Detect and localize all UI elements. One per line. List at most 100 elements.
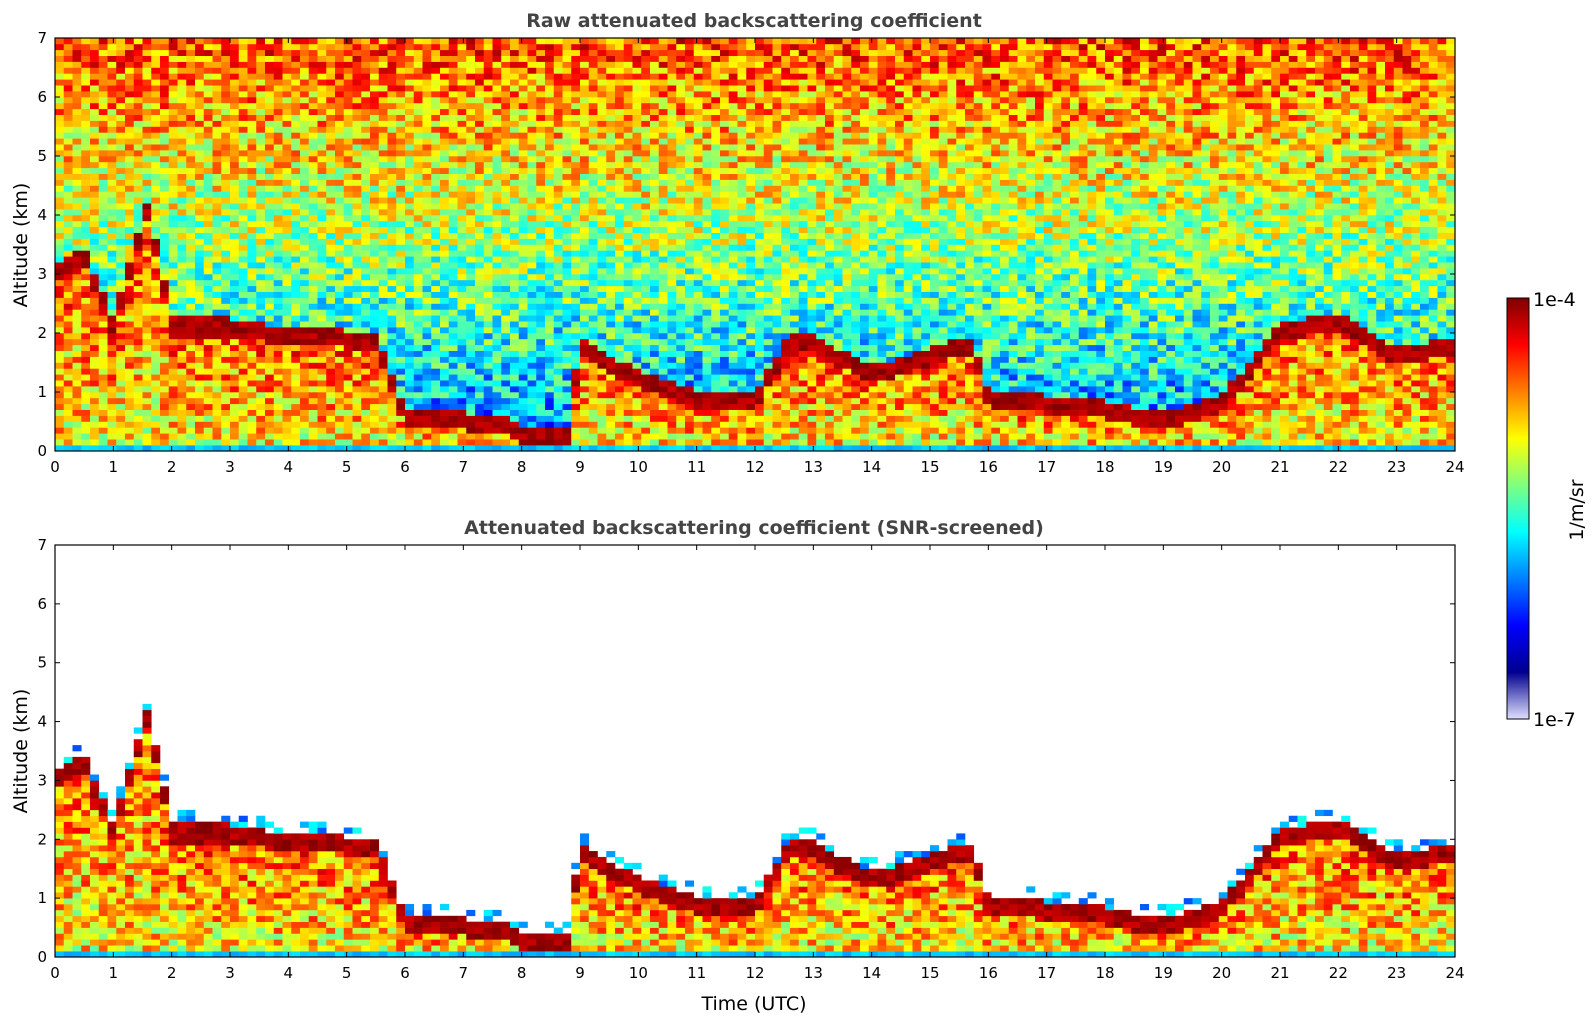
heatmap-cell: [650, 274, 660, 281]
heatmap-cell: [448, 321, 458, 328]
heatmap-cell: [98, 409, 108, 416]
heatmap-cell: [483, 61, 493, 68]
heatmap-cell: [650, 179, 660, 186]
heatmap-cell: [422, 97, 432, 104]
heatmap-cell: [247, 120, 257, 127]
heatmap-cell: [676, 338, 686, 346]
heatmap-cell: [256, 67, 266, 74]
heatmap-cell: [151, 244, 161, 251]
heatmap-cell: [212, 427, 222, 434]
heatmap-cell: [81, 55, 91, 62]
heatmap-cell: [658, 173, 668, 180]
heatmap-cell: [501, 386, 511, 393]
heatmap-cell: [387, 244, 397, 251]
heatmap-cell: [545, 374, 555, 381]
heatmap-cell: [265, 191, 275, 198]
heatmap-cell: [510, 226, 520, 233]
heatmap-cell: [125, 120, 135, 127]
heatmap-cell: [431, 433, 441, 440]
heatmap-cell: [273, 226, 283, 233]
heatmap-cell: [553, 268, 563, 275]
heatmap-cell: [317, 374, 327, 381]
heatmap-cell: [378, 191, 388, 198]
heatmap-cell: [142, 215, 152, 222]
heatmap-cell: [545, 85, 555, 92]
heatmap-cell: [457, 38, 467, 45]
heatmap-cell: [212, 309, 222, 316]
heatmap-cell: [177, 38, 187, 45]
heatmap-cell: [562, 67, 572, 74]
heatmap-cell: [186, 445, 196, 452]
heatmap-cell: [571, 386, 581, 393]
heatmap-cell: [440, 303, 450, 310]
heatmap-cell: [317, 386, 327, 393]
heatmap-cell: [142, 427, 152, 434]
heatmap-cell: [440, 397, 450, 405]
heatmap-cell: [212, 380, 222, 387]
heatmap-cell: [413, 150, 423, 157]
heatmap-cell: [291, 285, 301, 292]
heatmap-cell: [247, 380, 257, 387]
heatmap-cell: [221, 185, 231, 192]
heatmap-cell: [536, 132, 546, 139]
heatmap-cell: [518, 91, 528, 98]
heatmap-cell: [238, 161, 248, 169]
heatmap-cell: [352, 61, 362, 68]
heatmap-cell: [623, 179, 633, 186]
heatmap-cell: [256, 268, 266, 275]
heatmap-cell: [300, 256, 310, 263]
heatmap-cell: [133, 362, 143, 369]
heatmap-cell: [676, 403, 686, 410]
heatmap-cell: [536, 397, 546, 405]
heatmap-cell: [238, 350, 248, 357]
heatmap-cell: [370, 67, 380, 74]
heatmap-cell: [580, 179, 590, 186]
heatmap-cell: [536, 244, 546, 251]
heatmap-cell: [133, 262, 143, 269]
heatmap-cell: [256, 144, 266, 151]
heatmap-cell: [151, 97, 161, 104]
heatmap-cell: [623, 167, 633, 174]
heatmap-cell: [650, 362, 660, 369]
heatmap-cell: [308, 120, 318, 127]
heatmap-cell: [247, 262, 257, 269]
heatmap-cell: [527, 161, 537, 169]
heatmap-cell: [256, 356, 266, 363]
heatmap-cell: [483, 215, 493, 222]
heatmap-cell: [632, 380, 642, 387]
heatmap-cell: [527, 97, 537, 104]
heatmap-cell: [63, 439, 73, 446]
heatmap-cell: [448, 43, 458, 51]
heatmap-cell: [387, 138, 397, 145]
heatmap-cell: [650, 397, 660, 405]
heatmap-cell: [352, 392, 362, 399]
heatmap-cell: [72, 79, 82, 86]
heatmap-cell: [151, 150, 161, 157]
heatmap-cell: [440, 321, 450, 328]
heatmap-cell: [352, 279, 362, 287]
heatmap-cell: [597, 256, 607, 263]
heatmap-cell: [335, 102, 345, 110]
heatmap-cell: [387, 380, 397, 387]
heatmap-cell: [510, 262, 520, 269]
heatmap-cell: [107, 321, 117, 328]
heatmap-cell: [352, 315, 362, 322]
heatmap-cell: [317, 91, 327, 98]
heatmap-cell: [387, 85, 397, 92]
heatmap-cell: [413, 191, 423, 198]
heatmap-cell: [265, 156, 275, 163]
heatmap-cell: [475, 362, 485, 369]
heatmap-cell: [151, 445, 161, 452]
heatmap-cell: [527, 156, 537, 163]
heatmap-cell: [265, 356, 275, 363]
heatmap-cell: [125, 238, 135, 245]
heatmap-cell: [238, 297, 248, 304]
heatmap-cell: [658, 191, 668, 198]
heatmap-cell: [352, 303, 362, 310]
heatmap-cell: [562, 356, 572, 363]
heatmap-cell: [273, 380, 283, 387]
heatmap-cell: [55, 315, 65, 322]
heatmap-cell: [440, 392, 450, 399]
heatmap-cell: [221, 256, 231, 263]
heatmap-cell: [483, 421, 493, 428]
